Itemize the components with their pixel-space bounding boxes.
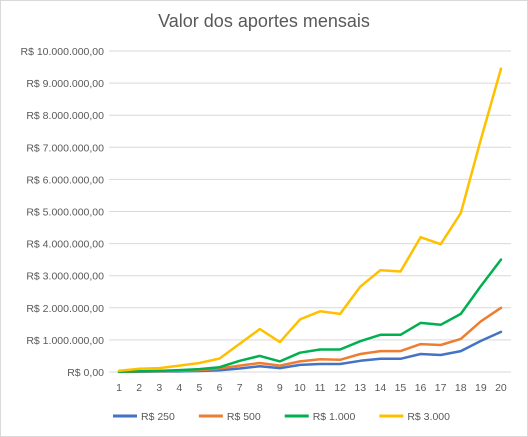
x-tick-label: 10 — [294, 382, 306, 394]
y-tick-label: R$ 1.000.000,00 — [26, 335, 104, 347]
series-lines — [117, 67, 503, 374]
y-tick-label: R$ 5.000.000,00 — [26, 207, 104, 219]
x-tick-label: 1 — [116, 382, 122, 394]
x-tick-label: 19 — [475, 382, 487, 394]
x-tick-label: 4 — [176, 382, 182, 394]
series-line — [117, 67, 503, 372]
legend-label: R$ 1.000 — [313, 411, 356, 423]
x-tick-label: 15 — [395, 382, 407, 394]
y-axis: R$ 0,00 R$ 1.000.000,00 R$ 2.000.000,00 R$ … — [21, 46, 105, 379]
x-tick-label: 2 — [136, 382, 142, 394]
y-tick-label: R$ 6.000.000,00 — [26, 174, 104, 186]
x-tick-label: 16 — [415, 382, 427, 394]
y-tick-label: R$ 0,00 — [67, 367, 104, 379]
x-tick-label: 12 — [334, 382, 346, 394]
legend: R$ 250 R$ 500 R$ 1.000 R$ 3.000 — [113, 411, 450, 423]
x-tick-label: 17 — [435, 382, 447, 394]
y-tick-label: R$ 2.000.000,00 — [26, 303, 104, 315]
y-tick-label: R$ 10.000.000,00 — [21, 46, 105, 58]
y-tick-label: R$ 3.000.000,00 — [26, 271, 104, 283]
y-tick-label: R$ 4.000.000,00 — [26, 239, 104, 251]
legend-label: R$ 3.000 — [407, 411, 450, 423]
x-tick-label: 20 — [495, 382, 507, 394]
x-tick-label: 14 — [375, 382, 387, 394]
y-tick-label: R$ 7.000.000,00 — [26, 142, 104, 154]
x-tick-label: 18 — [455, 382, 467, 394]
chart-title: Valor dos aportes mensais — [158, 11, 370, 31]
x-tick-label: 11 — [315, 382, 326, 394]
legend-label: R$ 250 — [141, 411, 175, 423]
x-tick-label: 5 — [197, 382, 203, 394]
x-tick-label: 6 — [217, 382, 223, 394]
y-tick-label: R$ 8.000.000,00 — [26, 110, 104, 122]
y-tick-label: R$ 9.000.000,00 — [26, 78, 104, 90]
x-tick-label: 7 — [237, 382, 243, 394]
x-tick-label: 3 — [156, 382, 162, 394]
series-line — [117, 258, 503, 373]
x-tick-label: 13 — [354, 382, 366, 394]
legend-label: R$ 500 — [227, 411, 261, 423]
x-axis: 1 2 3 4 5 6 7 8 9 10 11 12 13 14 15 16 17 18 19 20 — [116, 382, 507, 394]
x-tick-label: 9 — [277, 382, 283, 394]
gridlines — [109, 50, 511, 373]
x-tick-label: 8 — [257, 382, 263, 394]
